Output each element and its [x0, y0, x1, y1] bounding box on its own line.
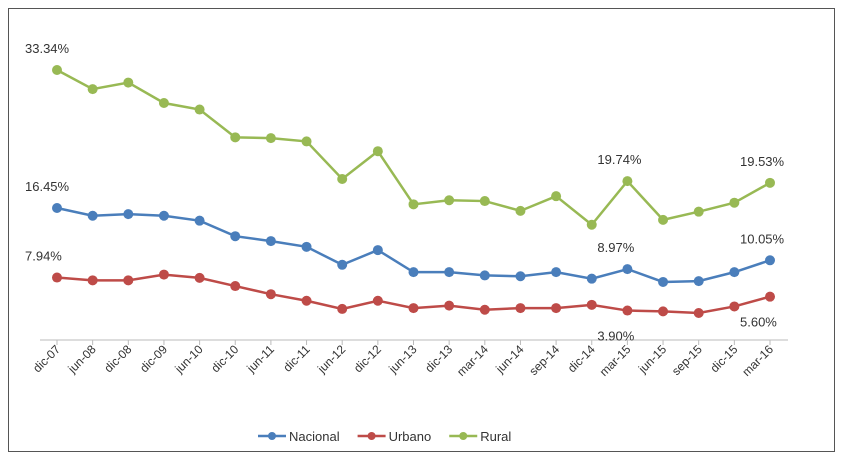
data-point	[337, 173, 348, 184]
data-label: 3.90%	[597, 329, 634, 344]
data-point	[693, 206, 704, 217]
data-label: 33.34%	[25, 41, 70, 56]
data-point	[408, 267, 419, 278]
data-point	[230, 281, 241, 292]
data-point	[408, 303, 419, 314]
data-point	[479, 304, 490, 315]
data-point	[301, 136, 312, 147]
data-point	[729, 197, 740, 208]
data-label: 10.05%	[740, 231, 785, 246]
data-point	[693, 308, 704, 318]
data-point	[551, 191, 562, 202]
data-label: 19.74%	[597, 152, 642, 167]
data-point	[693, 276, 704, 287]
data-point	[194, 272, 205, 283]
data-point	[765, 255, 775, 266]
data-point	[515, 205, 526, 216]
data-point	[551, 267, 562, 278]
chart-frame	[8, 8, 835, 452]
data-point	[444, 195, 455, 206]
data-label: 16.45%	[25, 179, 70, 194]
data-point	[194, 104, 205, 115]
legend-label: Rural	[480, 429, 511, 444]
legend-label: Nacional	[289, 429, 340, 444]
data-point	[301, 241, 312, 252]
legend-label: Urbano	[389, 429, 432, 444]
data-point	[123, 275, 134, 286]
data-point	[230, 231, 241, 242]
legend-marker	[367, 432, 376, 440]
data-point	[479, 270, 490, 281]
data-point	[479, 196, 490, 207]
data-point	[265, 133, 276, 144]
data-label: 7.94%	[25, 249, 62, 264]
data-point	[123, 209, 134, 220]
data-point	[87, 275, 98, 286]
data-point	[444, 267, 455, 278]
data-point	[372, 245, 383, 256]
data-point	[408, 199, 419, 210]
data-point	[372, 146, 383, 157]
data-point	[194, 215, 205, 226]
data-point	[658, 214, 669, 225]
data-point	[765, 177, 775, 188]
data-point	[87, 210, 98, 221]
data-point	[52, 272, 62, 283]
data-point	[515, 271, 526, 282]
data-point	[729, 267, 740, 278]
data-point	[622, 305, 633, 316]
data-point	[265, 289, 276, 300]
legend-marker	[459, 432, 468, 440]
data-point	[586, 273, 597, 284]
data-point	[765, 291, 775, 302]
data-label: 5.60%	[740, 315, 777, 330]
legend-marker	[268, 432, 276, 440]
data-point	[729, 301, 740, 312]
data-point	[301, 295, 312, 306]
data-point	[515, 303, 526, 314]
data-point	[265, 236, 276, 247]
data-point	[158, 269, 169, 280]
data-point	[337, 303, 348, 314]
data-point	[372, 295, 383, 306]
data-point	[551, 303, 562, 314]
data-label: 19.53%	[740, 154, 785, 169]
data-point	[52, 65, 62, 75]
data-point	[158, 210, 169, 221]
data-point	[622, 176, 633, 187]
data-point	[87, 84, 98, 95]
data-point	[586, 299, 597, 310]
data-point	[444, 300, 455, 311]
data-label: 8.97%	[597, 240, 634, 255]
data-point	[622, 264, 633, 275]
data-point	[586, 219, 597, 230]
data-point	[658, 306, 669, 317]
data-point	[52, 203, 62, 214]
data-point	[230, 132, 241, 143]
data-point	[658, 276, 669, 287]
data-point	[123, 77, 134, 88]
data-point	[158, 98, 169, 109]
data-point	[337, 259, 348, 270]
